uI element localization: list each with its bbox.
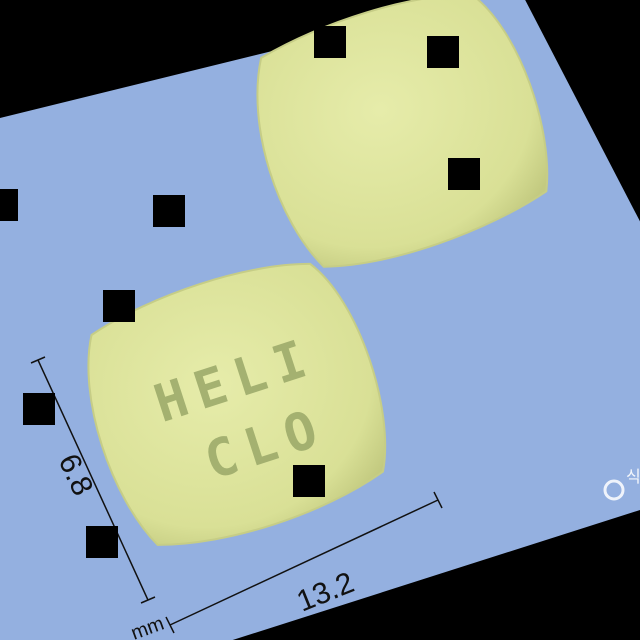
occlusion-square: [23, 393, 55, 425]
occlusion-square: [153, 195, 185, 227]
pill-back: [256, 0, 549, 268]
logo-watermark: 식: [603, 467, 640, 501]
occlusion-square: [0, 189, 18, 221]
occlusion-square: [103, 290, 135, 322]
logo-text: 식: [626, 467, 640, 486]
occlusion-square: [86, 526, 118, 558]
occlusion-square: [448, 158, 480, 190]
occlusion-square: [293, 465, 325, 497]
occlusion-square: [427, 36, 459, 68]
occlusion-square: [314, 26, 346, 58]
